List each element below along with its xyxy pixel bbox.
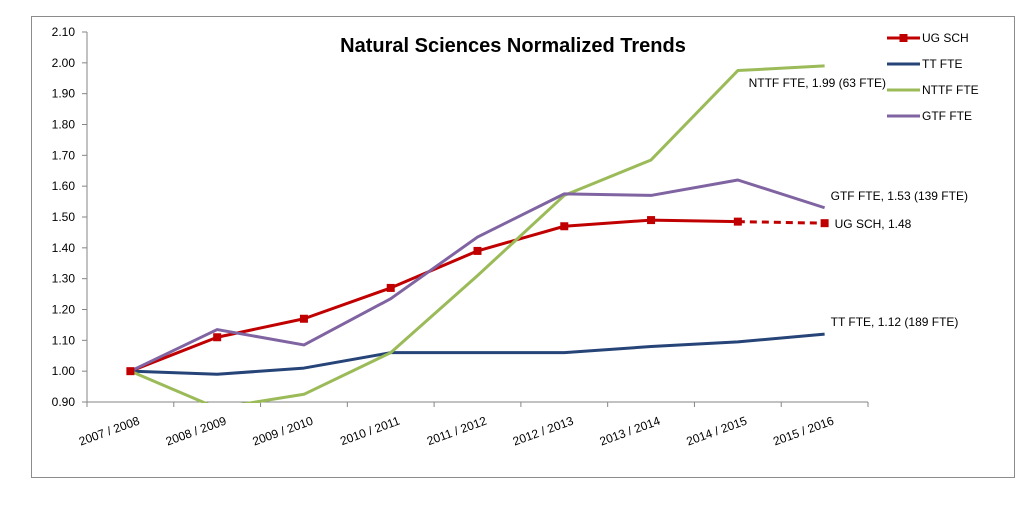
- legend-marker: [899, 34, 908, 42]
- x-tick-label: 2012 / 2013: [511, 414, 576, 449]
- x-tick-label: 2008 / 2009: [164, 414, 229, 449]
- y-tick-label: 2.00: [52, 56, 76, 70]
- annotations: NTTF FTE, 1.99 (63 FTE) GTF FTE, 1.53 (13…: [749, 76, 968, 329]
- x-tick-label: 2015 / 2016: [771, 414, 836, 449]
- chart-title: Natural Sciences Normalized Trends: [340, 35, 686, 57]
- series-line-2: [129, 64, 825, 403]
- x-tick-label: 2013 / 2014: [598, 414, 663, 449]
- data-point-0-2: [299, 314, 308, 323]
- legend-label: UG SCH: [922, 31, 969, 45]
- y-tick-label: 1.20: [52, 303, 76, 317]
- data-label: UG SCH, 1.48: [835, 217, 912, 231]
- y-tick-label: 1.60: [52, 179, 76, 193]
- y-tick-label: 1.90: [52, 87, 76, 101]
- markers-layer: [126, 216, 829, 376]
- y-tick-label: 2.10: [52, 25, 76, 39]
- chart-frame: [31, 16, 1015, 478]
- y-axis-ticks: 0.90 1.00 1.10 1.20 1.30 1.40 1.50 1.60 1.70 1.80…: [52, 25, 87, 409]
- series-line-0: [129, 218, 738, 373]
- x-tick-label: 2011 / 2012: [425, 414, 489, 449]
- data-point-0-8: [820, 219, 829, 228]
- data-label: GTF FTE, 1.53 (139 FTE): [831, 189, 968, 203]
- y-tick-label: 1.30: [52, 272, 76, 286]
- data-point-0-3: [386, 283, 395, 292]
- y-tick-label: 1.00: [52, 364, 76, 378]
- legend-label: TT FTE: [922, 57, 962, 71]
- data-point-0-1: [213, 333, 222, 342]
- y-tick-label: 1.40: [52, 241, 76, 255]
- data-point-0-4: [473, 246, 482, 255]
- data-label: TT FTE, 1.12 (189 FTE): [831, 315, 959, 329]
- data-point-0-7: [733, 217, 742, 226]
- data-point-0-0: [126, 367, 135, 376]
- y-tick-label: 0.90: [52, 395, 76, 409]
- data-point-0-6: [647, 216, 656, 225]
- series-line-1: [130, 332, 825, 376]
- y-tick-label: 1.50: [52, 210, 76, 224]
- data-point-0-5: [560, 222, 569, 231]
- x-tick-label: 2010 / 2011: [338, 414, 402, 449]
- series-line-3: [129, 178, 826, 373]
- x-axis-ticks: 2007 / 2008 2008 / 2009 2009 / 2010 2010 / …: [77, 402, 869, 449]
- x-tick-label: 2014 / 2015: [684, 414, 749, 449]
- y-tick-label: 1.80: [52, 118, 76, 132]
- x-tick-label: 2009 / 2010: [251, 414, 316, 449]
- legend-label: GTF FTE: [922, 109, 972, 123]
- legend: UG SCH TT FTE NTTF FTE GTF FTE: [887, 31, 979, 123]
- y-tick-label: 1.10: [52, 333, 76, 347]
- legend-label: NTTF FTE: [922, 83, 979, 97]
- y-tick-label: 1.70: [52, 148, 76, 162]
- data-label: NTTF FTE, 1.99 (63 FTE): [749, 76, 886, 90]
- x-tick-label: 2007 / 2008: [77, 414, 142, 449]
- series-layer: [129, 64, 826, 403]
- series-line-dashed-0: [737, 220, 825, 225]
